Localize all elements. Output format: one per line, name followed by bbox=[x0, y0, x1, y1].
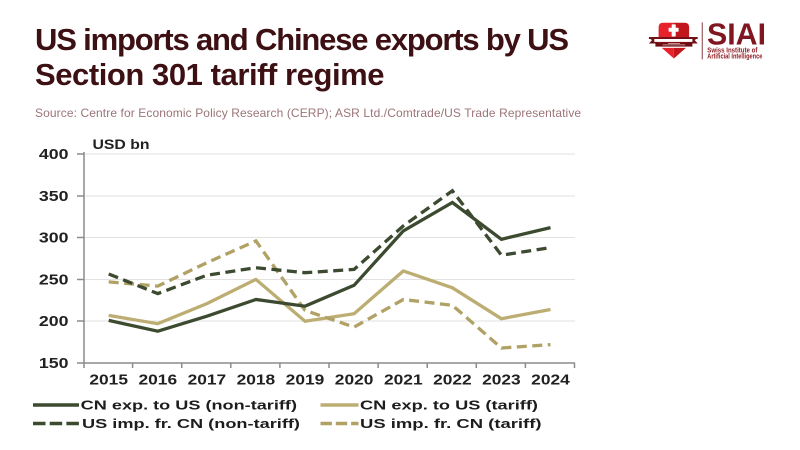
svg-text:CN exp. to US (tariff): CN exp. to US (tariff) bbox=[360, 398, 538, 413]
svg-text:2024: 2024 bbox=[531, 372, 570, 389]
svg-text:2021: 2021 bbox=[384, 372, 423, 389]
svg-text:2018: 2018 bbox=[237, 372, 276, 389]
svg-text:2019: 2019 bbox=[286, 372, 325, 389]
svg-text:2023: 2023 bbox=[482, 372, 521, 389]
svg-text:US imp. fr. CN (non-tariff): US imp. fr. CN (non-tariff) bbox=[82, 416, 300, 431]
svg-text:SIAI: SIAI bbox=[707, 17, 766, 52]
svg-text:350: 350 bbox=[39, 188, 69, 205]
svg-text:USD bn: USD bn bbox=[93, 137, 150, 152]
svg-text:2015: 2015 bbox=[89, 372, 128, 389]
svg-text:US imp. fr. CN (tariff): US imp. fr. CN (tariff) bbox=[360, 416, 542, 431]
svg-text:250: 250 bbox=[39, 272, 69, 289]
svg-text:200: 200 bbox=[39, 313, 69, 330]
svg-text:Artificial Intelligence: Artificial Intelligence bbox=[707, 51, 762, 60]
svg-text:2022: 2022 bbox=[433, 372, 472, 389]
svg-text:2016: 2016 bbox=[139, 372, 178, 389]
svg-text:150: 150 bbox=[39, 355, 69, 372]
svg-text:CN exp. to US (non-tariff): CN exp. to US (non-tariff) bbox=[81, 398, 297, 413]
svg-text:Swiss Institute of: Swiss Institute of bbox=[707, 46, 758, 55]
svg-text:2020: 2020 bbox=[335, 372, 374, 389]
svg-text:300: 300 bbox=[39, 230, 69, 247]
svg-text:400: 400 bbox=[39, 146, 69, 163]
svg-text:2017: 2017 bbox=[188, 372, 227, 389]
